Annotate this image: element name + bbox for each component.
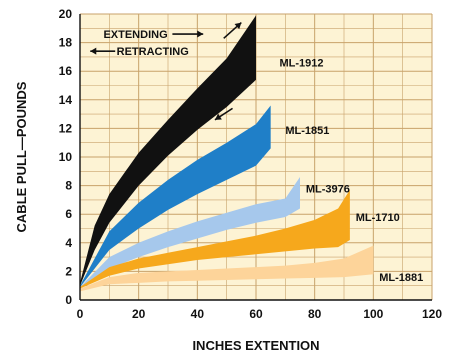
band-ml-1851 (80, 105, 271, 288)
data-bands (80, 15, 374, 292)
retracting-arrow-head (90, 47, 97, 55)
y-tick-label: 6 (65, 207, 72, 221)
label-ml-1881: ML-1881 (379, 272, 423, 284)
y-tick-label: 0 (65, 293, 72, 307)
band-ml-1710 (80, 189, 350, 289)
x-tick-label: 100 (363, 307, 383, 321)
label-ml-1710: ML-1710 (356, 212, 400, 224)
x-tick-label: 0 (77, 307, 84, 321)
x-tick-label: 120 (422, 307, 442, 321)
x-tick-label: 20 (132, 307, 146, 321)
tick-labels: 0 20 40 60 80 100 120 0 2 4 6 8 10 12 14 16 18 20 (59, 7, 443, 321)
y-tick-label: 16 (59, 64, 73, 78)
band-ml-3976 (80, 177, 300, 289)
direction-legend: EXTENDING RETRACTING (90, 21, 242, 121)
y-tick-label: 14 (59, 93, 73, 107)
band-ml-1881 (80, 245, 374, 292)
extending-arrow-head (197, 30, 204, 38)
y-axis-title: CABLE PULL—POUNDS (14, 81, 29, 232)
x-tick-label: 60 (249, 307, 263, 321)
x-tick-label: 40 (191, 307, 205, 321)
x-tick-label: 80 (308, 307, 322, 321)
legend-arrows (90, 21, 242, 121)
extending-curve-arrow-head (234, 22, 242, 30)
y-tick-label: 12 (59, 121, 73, 135)
y-tick-label: 20 (59, 7, 73, 21)
legend-extending: EXTENDING (103, 29, 167, 41)
y-tick-label: 18 (59, 36, 73, 50)
label-ml-1912: ML-1912 (279, 58, 323, 70)
retracting-curve-arrow-head (214, 113, 222, 120)
y-tick-label: 2 (65, 264, 72, 278)
x-axis-title: INCHES EXTENTION (192, 338, 319, 353)
label-ml-1851: ML-1851 (285, 125, 329, 137)
y-tick-label: 10 (59, 150, 73, 164)
axes (79, 14, 432, 301)
y-tick-label: 8 (65, 179, 72, 193)
band-ml-1912 (80, 15, 256, 286)
y-tick-label: 4 (65, 236, 72, 250)
label-ml-3976: ML-3976 (306, 183, 350, 195)
legend-retracting: RETRACTING (117, 46, 189, 58)
series-labels: ML-1912 ML-1851 ML-3976 ML-1710 ML-1881 (279, 58, 423, 284)
